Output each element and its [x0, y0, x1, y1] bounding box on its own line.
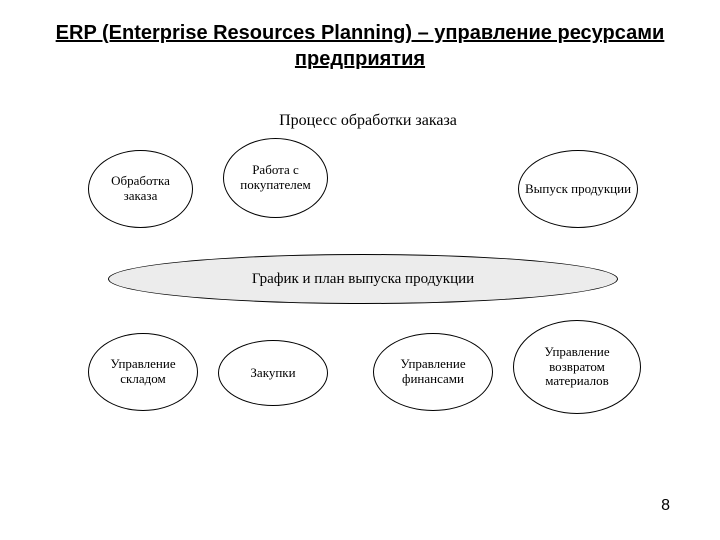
node-production-output: Выпуск продукции [518, 150, 638, 228]
node-order-processing: Обработка заказа [88, 150, 193, 228]
diagram-area: Процесс обработки заказа Обработка заказ… [78, 108, 648, 428]
page-number: 8 [661, 497, 670, 515]
node-warehouse-mgmt: Управление складом [88, 333, 198, 411]
node-customer-work: Работа с покупателем [223, 138, 328, 218]
page-title: ERP (Enterprise Resources Planning) – уп… [0, 20, 720, 72]
node-finance-mgmt: Управление финансами [373, 333, 493, 411]
node-returns-mgmt: Управление возвратом материалов [513, 320, 641, 414]
node-central-schedule: График и план выпуска продукции [108, 254, 618, 304]
node-purchasing: Закупки [218, 340, 328, 406]
section-label: Процесс обработки заказа [258, 112, 478, 130]
